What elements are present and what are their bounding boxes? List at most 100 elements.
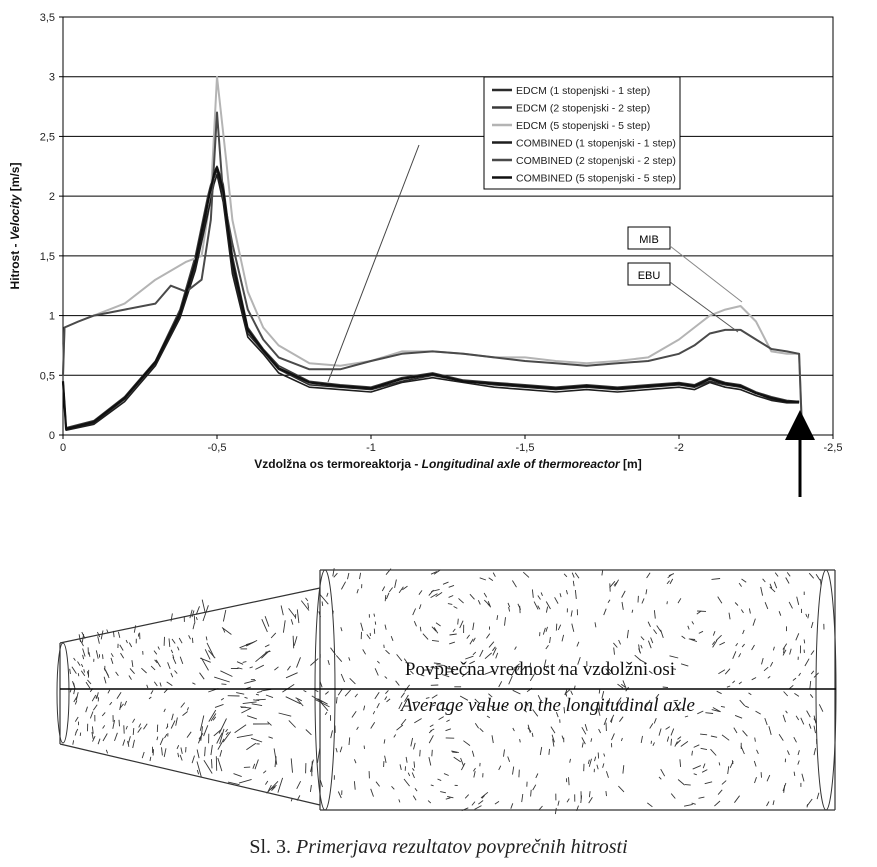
velocity-vector xyxy=(594,756,597,762)
velocity-vector xyxy=(673,699,679,702)
velocity-vector xyxy=(543,659,547,669)
velocity-vector xyxy=(734,795,740,803)
velocity-vector xyxy=(265,780,269,785)
y-tick-label: 3,5 xyxy=(40,12,55,24)
velocity-vector xyxy=(785,577,790,584)
velocity-vector xyxy=(218,718,227,734)
velocity-vector xyxy=(622,765,625,774)
velocity-vector xyxy=(670,738,672,746)
velocity-vector xyxy=(808,723,812,729)
velocity-vector xyxy=(479,727,484,733)
velocity-vector xyxy=(634,654,642,661)
velocity-vector xyxy=(688,638,696,640)
velocity-vector xyxy=(545,626,548,632)
velocity-vector xyxy=(250,737,263,743)
velocity-vector xyxy=(163,748,167,758)
velocity-vector xyxy=(445,728,452,732)
velocity-vectors xyxy=(69,568,825,815)
velocity-vector xyxy=(474,723,479,729)
velocity-vector xyxy=(724,668,731,675)
velocity-vector xyxy=(492,646,496,652)
svg-text:EBU: EBU xyxy=(638,270,661,282)
velocity-vector xyxy=(366,634,371,640)
velocity-vector xyxy=(605,771,609,778)
velocity-vector xyxy=(744,705,749,709)
velocity-vector xyxy=(570,610,573,617)
velocity-vector xyxy=(236,661,244,665)
velocity-vector xyxy=(782,714,786,723)
velocity-vector xyxy=(204,649,211,660)
velocity-vector xyxy=(555,712,559,718)
velocity-vector xyxy=(460,757,465,767)
velocity-vector xyxy=(97,738,101,745)
velocity-vector xyxy=(196,769,200,775)
velocity-vector xyxy=(568,777,570,786)
velocity-vector xyxy=(446,671,454,673)
velocity-vector xyxy=(452,628,456,633)
velocity-vector xyxy=(374,692,380,700)
velocity-vector xyxy=(219,749,223,757)
velocity-vector xyxy=(557,800,560,806)
velocity-vector xyxy=(613,642,618,648)
velocity-vector xyxy=(188,635,191,640)
velocity-vector xyxy=(400,692,405,698)
velocity-vector xyxy=(180,702,186,708)
velocity-vector xyxy=(782,643,788,650)
velocity-vector xyxy=(384,676,388,679)
velocity-vector xyxy=(414,788,418,792)
velocity-vector xyxy=(102,654,104,660)
velocity-vector xyxy=(303,690,307,693)
velocity-vector xyxy=(80,663,84,668)
velocity-vector xyxy=(132,739,135,749)
velocity-vector xyxy=(754,737,756,742)
velocity-vector xyxy=(584,723,588,732)
velocity-vector xyxy=(412,608,417,616)
velocity-vector xyxy=(199,715,205,731)
velocity-vector xyxy=(665,726,671,730)
velocity-vector xyxy=(220,697,225,701)
velocity-vector xyxy=(403,658,410,667)
velocity-vector xyxy=(788,601,793,609)
annotation-mib: MIB xyxy=(627,226,743,303)
velocity-vector xyxy=(196,761,202,778)
velocity-vector xyxy=(658,776,662,780)
velocity-vector xyxy=(79,732,82,736)
velocity-vector xyxy=(481,795,485,799)
velocity-vector xyxy=(419,626,422,632)
velocity-vector xyxy=(496,615,499,620)
velocity-vector xyxy=(640,644,643,649)
velocity-vector xyxy=(433,662,441,665)
velocity-vector xyxy=(588,758,592,767)
velocity-vector xyxy=(489,705,496,709)
velocity-vector xyxy=(452,751,458,754)
velocity-vector xyxy=(675,739,681,745)
velocity-vector xyxy=(396,654,403,662)
velocity-vector xyxy=(333,572,338,578)
velocity-vector xyxy=(413,621,417,627)
figure-caption: Sl. 3. Primerjava rezultatov povprečnih … xyxy=(0,836,877,859)
velocity-vector xyxy=(557,664,563,672)
velocity-vector xyxy=(325,691,329,695)
velocity-vector xyxy=(806,710,811,718)
velocity-vector xyxy=(698,630,704,634)
velocity-vector xyxy=(521,793,524,803)
velocity-vector xyxy=(220,670,233,677)
velocity-vector xyxy=(120,652,125,659)
velocity-vector xyxy=(517,603,522,610)
velocity-vector xyxy=(687,625,690,630)
velocity-vector xyxy=(508,675,513,685)
velocity-vector xyxy=(386,698,391,703)
velocity-vector xyxy=(571,623,575,632)
velocity-vector xyxy=(704,781,713,785)
velocity-vector xyxy=(91,726,94,734)
velocity-vector xyxy=(79,638,84,647)
velocity-vector xyxy=(598,728,602,734)
velocity-vector xyxy=(473,767,476,772)
velocity-vector xyxy=(347,572,350,580)
velocity-vector xyxy=(103,676,107,684)
velocity-vector xyxy=(512,689,521,695)
velocity-vector xyxy=(483,592,488,598)
velocity-vector xyxy=(211,759,213,769)
velocity-vector xyxy=(254,759,259,770)
velocity-vector xyxy=(530,789,532,797)
